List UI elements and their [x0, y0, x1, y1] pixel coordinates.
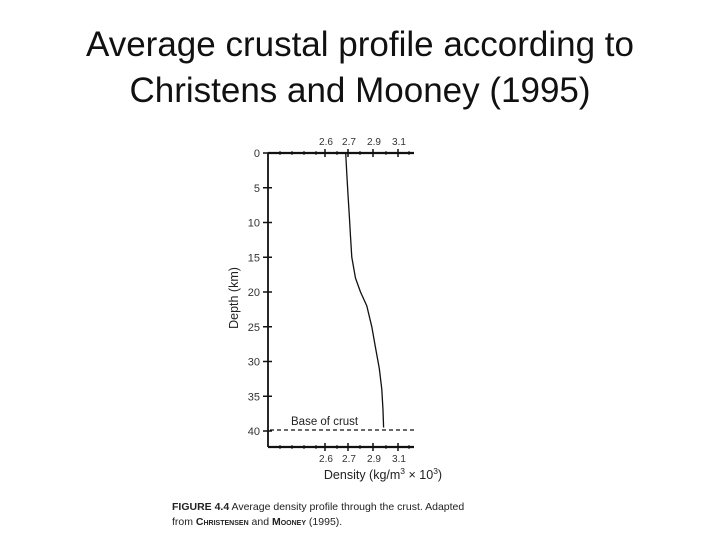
- bottom-tick-label: 3.1: [392, 454, 406, 465]
- density-curve: [345, 152, 385, 428]
- caption-text: Average density profile through the crus…: [231, 501, 465, 513]
- chart-ticks: 0 5 10 15 20 25 30 35 40 2.6 2.7 2.9 3.1 2.6 2.7 2.9 3.1: [248, 137, 410, 465]
- caption-figure-label: FIGURE 4.4: [172, 501, 230, 513]
- chart-annotations: Base of crust: [270, 416, 414, 431]
- title-line-2: Christens and Mooney (1995): [129, 71, 591, 110]
- y-tick-label: 40: [248, 426, 260, 438]
- y-tick-label: 30: [248, 357, 260, 369]
- y-tick-label: 5: [254, 183, 260, 195]
- y-tick-label: 20: [248, 287, 260, 299]
- top-tick-label: 2.7: [342, 137, 356, 148]
- top-tick-label: 2.9: [367, 137, 381, 148]
- y-tick-label: 10: [248, 218, 260, 230]
- caption-and: and: [248, 516, 272, 528]
- top-tick-label: 3.1: [392, 137, 406, 148]
- bottom-tick-label: 2.6: [319, 454, 333, 465]
- caption-author-2: Mooney: [271, 516, 307, 528]
- title-line-1: Average crustal profile according to: [86, 25, 634, 64]
- y-tick-label: 25: [248, 322, 260, 334]
- bottom-tick-label: 2.9: [367, 454, 381, 465]
- y-tick-label: 35: [248, 391, 260, 403]
- x-axis-label: Density (kg/m3 × 103): [324, 466, 442, 482]
- bottom-tick-label: 2.7: [342, 454, 356, 465]
- caption-author-1: Christensen: [195, 516, 249, 528]
- caption-year: (1995).: [306, 516, 343, 528]
- y-axis-label: Depth (km): [227, 267, 241, 329]
- y-tick-label: 15: [248, 252, 260, 264]
- y-tick-label: 0: [254, 148, 260, 160]
- caption-prefix: from: [172, 516, 196, 528]
- top-tick-label: 2.6: [319, 137, 333, 148]
- slide-title: Average crustal profile according to Chr…: [0, 22, 720, 114]
- chart-axes: [267, 151, 414, 449]
- base-of-crust-label: Base of crust: [291, 416, 359, 428]
- chart-series: [345, 152, 385, 428]
- figure-caption: FIGURE 4.4 Average density profile throu…: [172, 500, 532, 530]
